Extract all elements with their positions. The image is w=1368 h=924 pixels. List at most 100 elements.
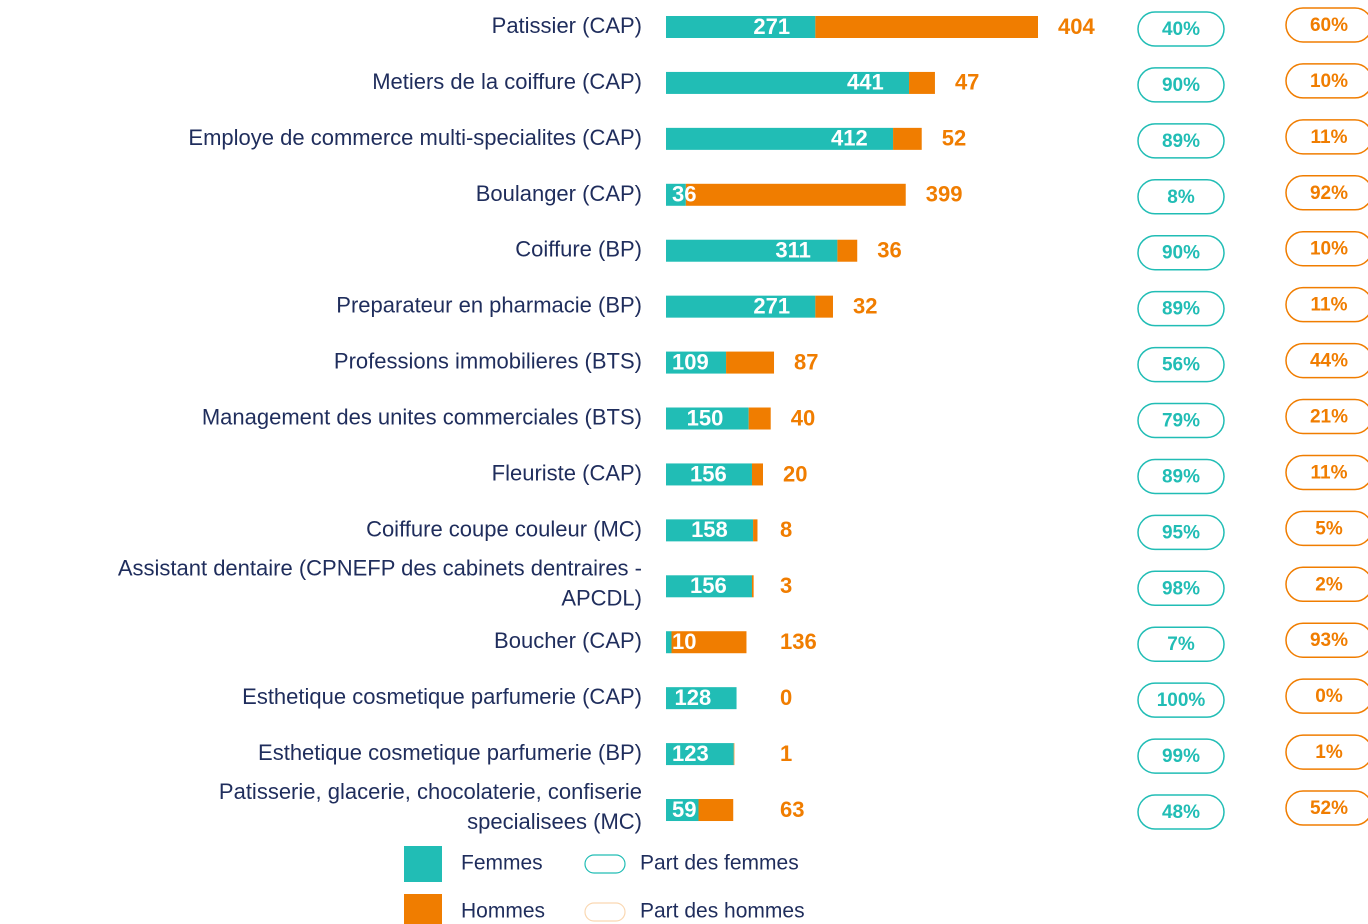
- share-badge: [1137, 458, 1225, 495]
- share-label: 93%: [1310, 630, 1348, 651]
- bar-hommes: [893, 127, 922, 150]
- value-label-femmes: 271: [753, 14, 790, 39]
- category-label: Preparateur en pharmacie (BP): [336, 292, 642, 317]
- share-label: 11%: [1311, 295, 1348, 316]
- share-label: 90%: [1162, 75, 1200, 96]
- share-label: 99%: [1162, 746, 1200, 767]
- share-label: 98%: [1162, 578, 1200, 599]
- share-badge: [1137, 11, 1225, 47]
- legend-badge: [584, 902, 626, 922]
- bar-hommes: [815, 16, 1038, 38]
- share-label: 44%: [1310, 351, 1348, 372]
- bar-femmes: [666, 239, 838, 262]
- bar-femmes: [666, 519, 754, 542]
- bar-femmes: [666, 463, 752, 486]
- share-badge: [1137, 570, 1225, 607]
- share-label: 40%: [1162, 19, 1200, 40]
- share-badge: [1285, 286, 1368, 323]
- share-badge: [1137, 179, 1225, 215]
- share-badge: [1285, 230, 1368, 267]
- bar-femmes: [666, 407, 749, 430]
- category-label: Fleuriste (CAP): [492, 460, 642, 485]
- share-badge: [1285, 622, 1368, 658]
- share-badge: [1285, 678, 1368, 714]
- share-label: 56%: [1162, 355, 1200, 376]
- value-label-hommes: 136: [780, 629, 817, 654]
- bar-femmes: [666, 351, 727, 374]
- value-label-hommes: 36: [877, 238, 901, 263]
- bar-hommes: [671, 631, 747, 654]
- share-badge: [1137, 626, 1225, 662]
- bar-hommes: [751, 463, 763, 486]
- value-label-femmes: 36: [672, 182, 696, 207]
- bar-hommes: [733, 743, 735, 766]
- bar-hommes: [685, 183, 906, 206]
- share-label: 90%: [1162, 243, 1200, 264]
- value-label-hommes: 8: [780, 517, 792, 542]
- value-label-femmes: 412: [831, 126, 868, 151]
- bar-hommes: [815, 295, 833, 318]
- bar-femmes: [666, 127, 894, 150]
- category-label: Coiffure coupe couleur (MC): [366, 516, 642, 541]
- value-label-femmes: 158: [691, 517, 728, 542]
- value-label-femmes: 128: [675, 685, 712, 710]
- share-label: 11%: [1311, 127, 1348, 148]
- legend-badge: [584, 854, 626, 874]
- share-label: 8%: [1167, 187, 1195, 208]
- bar-hommes: [909, 71, 935, 94]
- value-label-hommes: 20: [783, 461, 807, 486]
- category-label: Boulanger (CAP): [476, 181, 642, 206]
- share-badge: [1285, 790, 1368, 826]
- share-label: 89%: [1162, 131, 1200, 152]
- value-label-hommes: 404: [1058, 14, 1095, 39]
- share-label: 48%: [1162, 802, 1200, 823]
- legend-swatch: [404, 846, 442, 882]
- share-label: 79%: [1162, 411, 1200, 432]
- share-label: 1%: [1315, 742, 1343, 763]
- value-label-femmes: 441: [847, 70, 884, 95]
- value-label-femmes: 109: [672, 349, 709, 374]
- value-label-hommes: 0: [780, 685, 792, 710]
- share-label: 11%: [1311, 462, 1348, 483]
- share-badge: [1285, 119, 1368, 155]
- share-badge: [1137, 794, 1225, 830]
- share-badge: [1137, 290, 1225, 327]
- share-label: 2%: [1315, 574, 1343, 595]
- share-badge: [1137, 67, 1225, 103]
- bar-femmes: [666, 71, 910, 94]
- share-label: 92%: [1310, 183, 1348, 204]
- share-label: 95%: [1162, 522, 1200, 543]
- share-badge: [1285, 454, 1368, 491]
- share-badge: [1137, 346, 1225, 383]
- legend-label: Part des hommes: [640, 900, 805, 923]
- legend-label: Part des femmes: [640, 852, 799, 875]
- value-label-femmes: 156: [690, 461, 727, 486]
- share-label: 89%: [1162, 466, 1200, 487]
- share-label: 0%: [1315, 686, 1343, 707]
- category-label: Patissier (CAP): [492, 13, 642, 38]
- bar-hommes: [753, 519, 758, 542]
- bar-femmes: [666, 183, 686, 206]
- share-label: 100%: [1157, 690, 1206, 711]
- bar-femmes: [666, 575, 752, 598]
- value-label-hommes: 63: [780, 797, 804, 822]
- share-label: 60%: [1310, 15, 1348, 36]
- share-label: 7%: [1167, 634, 1195, 655]
- category-label: Esthetique cosmetique parfumerie (BP): [258, 740, 642, 765]
- share-badge: [1285, 342, 1368, 379]
- value-label-hommes: 47: [955, 70, 979, 95]
- share-badge: [1285, 7, 1368, 43]
- share-badge: [1137, 682, 1225, 718]
- share-label: 21%: [1310, 407, 1348, 428]
- legend-label: Hommes: [461, 900, 545, 923]
- share-badge: [1285, 398, 1368, 435]
- value-label-femmes: 10: [672, 629, 696, 654]
- share-badge: [1137, 738, 1225, 774]
- category-label: Employe de commerce multi-specialites (C…: [188, 125, 642, 150]
- bar-femmes: [666, 295, 816, 318]
- share-badge: [1137, 234, 1225, 271]
- category-label: Management des unites commerciales (BTS): [202, 404, 642, 429]
- share-badge: [1285, 566, 1368, 603]
- value-label-hommes: 1: [780, 741, 792, 766]
